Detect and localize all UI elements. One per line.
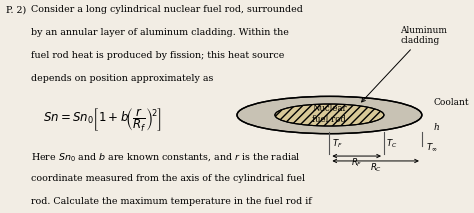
Ellipse shape bbox=[275, 104, 384, 126]
Text: $T_F$: $T_F$ bbox=[332, 137, 343, 150]
Text: h: h bbox=[434, 123, 439, 132]
Text: $R_C$: $R_C$ bbox=[370, 161, 382, 174]
Text: rod. Calculate the maximum temperature in the fuel rod if: rod. Calculate the maximum temperature i… bbox=[31, 197, 311, 206]
Text: P. 2): P. 2) bbox=[6, 5, 26, 14]
Text: Aluminum
cladding: Aluminum cladding bbox=[362, 26, 447, 102]
Ellipse shape bbox=[237, 96, 422, 134]
Text: $T_{\infty}$: $T_{\infty}$ bbox=[426, 141, 437, 153]
Text: Nuclear
fuel rod: Nuclear fuel rod bbox=[312, 104, 347, 124]
Text: coordinate measured from the axis of the cylindrical fuel: coordinate measured from the axis of the… bbox=[31, 174, 305, 183]
Text: Coolant: Coolant bbox=[434, 98, 469, 107]
Ellipse shape bbox=[265, 102, 394, 128]
Text: by an annular layer of aluminum cladding. Within the: by an annular layer of aluminum cladding… bbox=[31, 28, 289, 37]
Text: $R_F$: $R_F$ bbox=[351, 157, 363, 169]
Text: depends on position approximately as: depends on position approximately as bbox=[31, 74, 213, 83]
Text: $Sn = Sn_0\left[1 + b\!\left(\dfrac{r}{R_f}\right)^{\!2}\right]$: $Sn = Sn_0\left[1 + b\!\left(\dfrac{r}{R… bbox=[43, 106, 162, 133]
Text: Here $Sn_0$ and $b$ are known constants, and $r$ is the radial: Here $Sn_0$ and $b$ are known constants,… bbox=[31, 151, 301, 163]
Text: Consider a long cylindrical nuclear fuel rod, surrounded: Consider a long cylindrical nuclear fuel… bbox=[31, 5, 303, 14]
Text: $T_C$: $T_C$ bbox=[386, 137, 397, 150]
Text: fuel rod heat is produced by fission; this heat source: fuel rod heat is produced by fission; th… bbox=[31, 51, 284, 60]
